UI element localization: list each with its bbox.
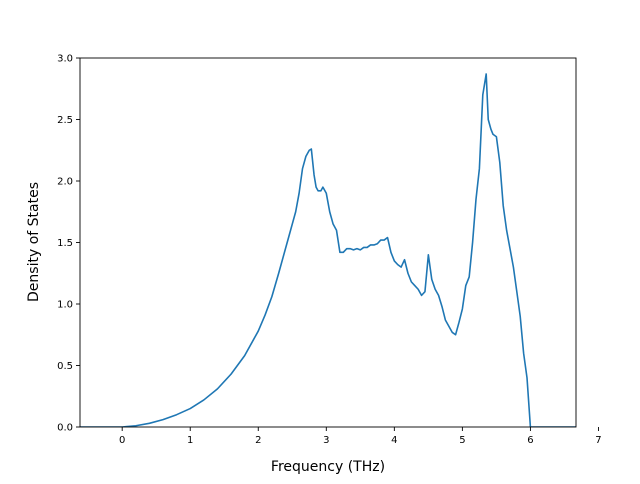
- x-tick-label: 6: [527, 435, 533, 446]
- y-axis-label: Density of States: [26, 182, 42, 302]
- plot-frame: [79, 57, 577, 428]
- y-tick-label: 2.0: [57, 177, 73, 188]
- x-tick-label: 0: [119, 435, 125, 446]
- y-tick-label: 1.5: [57, 238, 73, 249]
- y-tick-label: 3.0: [57, 54, 73, 65]
- x-tick-label: 2: [255, 435, 261, 446]
- y-tick-label: 2.5: [57, 115, 73, 126]
- x-tick-label: 3: [323, 435, 329, 446]
- x-axis-label: Frequency (THz): [271, 459, 385, 475]
- x-tick-label: 1: [187, 435, 193, 446]
- y-tick-label: 0.5: [57, 361, 73, 372]
- dos-series-line: [80, 73, 576, 427]
- x-tick-label: 5: [459, 435, 465, 446]
- y-tick-label: 0.0: [57, 423, 73, 434]
- x-tick-label: 7: [595, 435, 601, 446]
- x-tick-label: 4: [391, 435, 397, 446]
- y-tick-label: 1.0: [57, 300, 73, 311]
